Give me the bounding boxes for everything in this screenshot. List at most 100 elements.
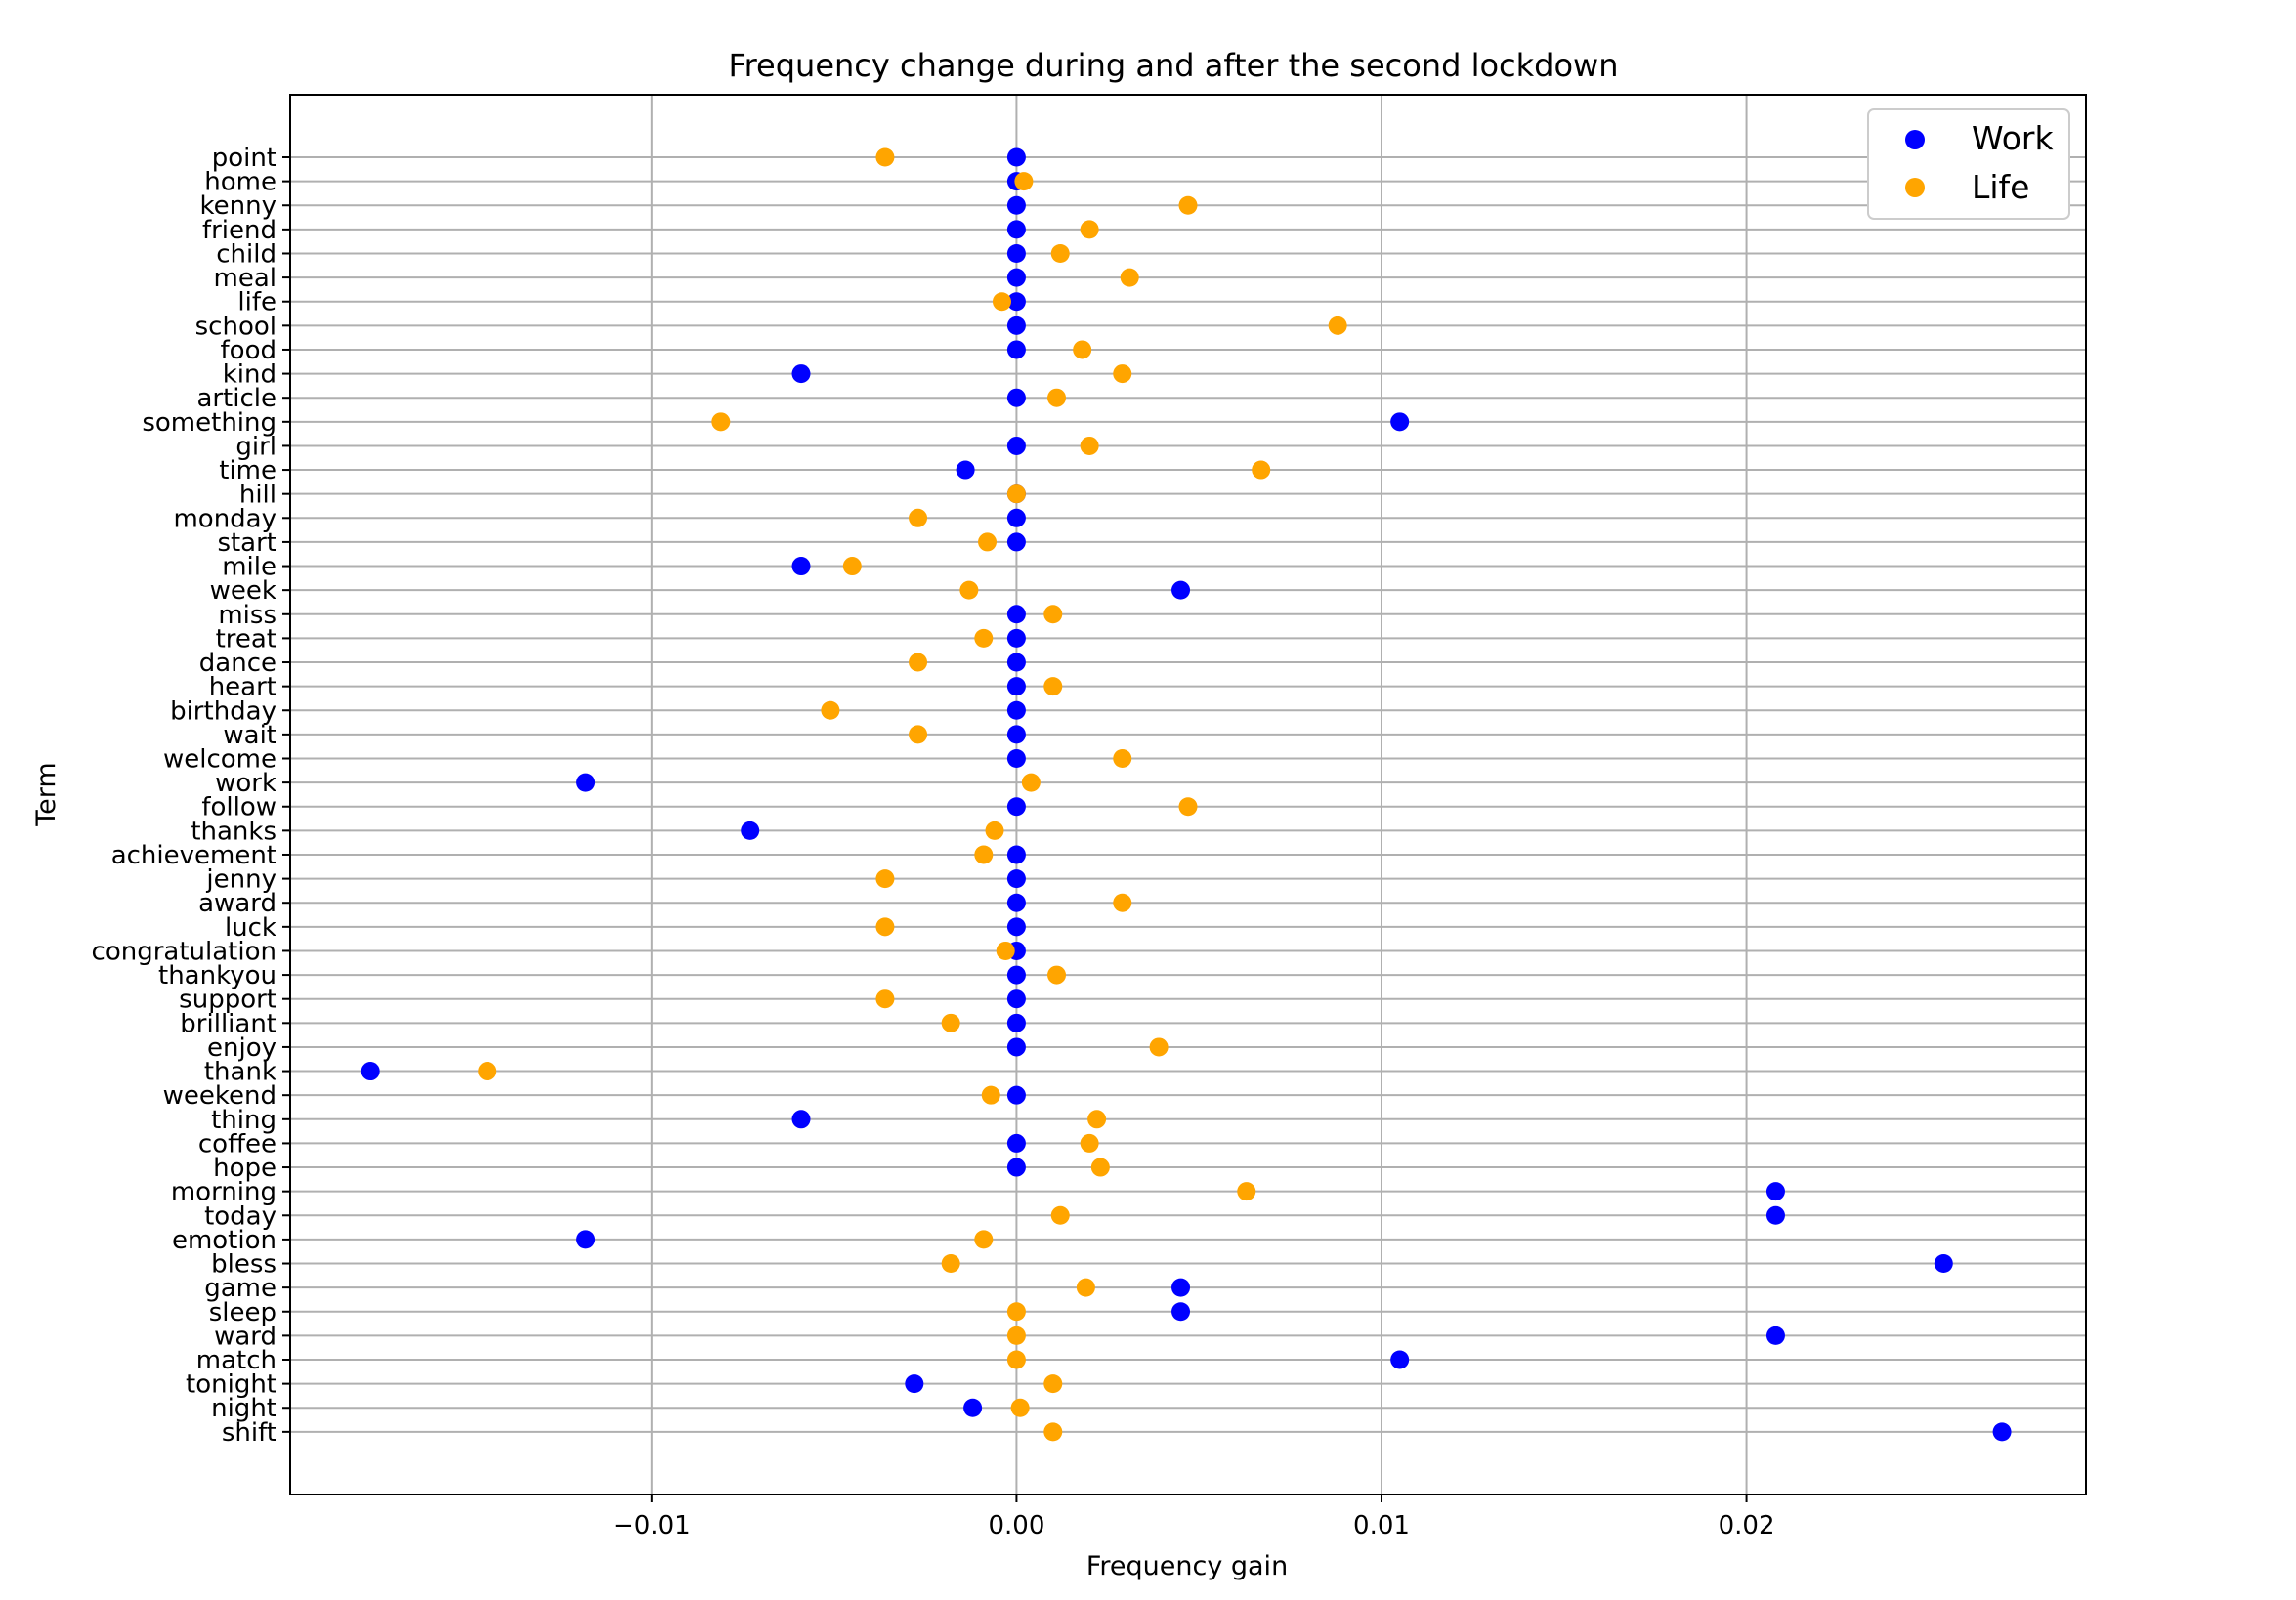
y-tick-label: article (196, 384, 276, 413)
y-tick-label: coffee (198, 1129, 276, 1158)
point-work-wait (1006, 725, 1026, 744)
point-work-school (1006, 316, 1026, 335)
point-work-thank (361, 1062, 380, 1081)
y-tick-label: congratulation (92, 937, 276, 966)
point-work-kenny (1006, 195, 1026, 215)
y-tick-label: award (198, 889, 276, 918)
point-work-child (1006, 243, 1026, 263)
point-work-ward (1765, 1326, 1785, 1345)
point-life-dance (909, 653, 928, 672)
y-tick-label: week (210, 576, 276, 606)
chart-title: Frequency change during and after the se… (729, 47, 1619, 84)
y-tick-label: something (142, 408, 276, 438)
point-life-match (1006, 1350, 1026, 1369)
point-life-game (1076, 1278, 1095, 1297)
y-tick-label: thing (211, 1106, 276, 1135)
point-life-brilliant (941, 1013, 960, 1032)
point-life-ward (1006, 1326, 1026, 1345)
point-life-follow (1178, 797, 1198, 817)
point-life-life (992, 292, 1011, 312)
y-tick-label: food (221, 336, 276, 365)
point-work-weekend (1006, 1085, 1026, 1105)
point-work-miss (1006, 605, 1026, 624)
point-life-hope (1090, 1158, 1110, 1177)
point-life-thanks (985, 821, 1004, 840)
point-work-article (1006, 388, 1026, 407)
point-work-kind (791, 364, 811, 384)
point-work-night (963, 1398, 983, 1417)
x-tick-label: −0.01 (613, 1511, 691, 1540)
point-life-thankyou (1047, 965, 1067, 985)
point-life-work (1021, 773, 1041, 792)
point-life-kind (1113, 364, 1132, 384)
point-work-achievement (1006, 845, 1026, 864)
y-tick-label: hill (239, 481, 276, 510)
point-work-monday (1006, 508, 1026, 527)
y-tick-label: ward (214, 1322, 276, 1351)
point-life-jenny (875, 869, 895, 889)
point-work-morning (1765, 1182, 1785, 1201)
y-tick-label: meal (214, 264, 276, 293)
y-tick-label: emotion (172, 1226, 276, 1255)
y-tick-label: heart (209, 673, 276, 702)
point-life-congratulation (996, 941, 1015, 960)
y-tick-label: birthday (170, 696, 276, 726)
y-tick-label: jenny (205, 865, 276, 895)
point-life-something (711, 412, 731, 432)
y-tick-label: today (204, 1201, 276, 1231)
x-tick-label: 0.01 (1353, 1511, 1410, 1540)
point-life-today (1050, 1205, 1070, 1225)
point-life-home (1014, 172, 1034, 191)
legend: Work Life (1867, 108, 2070, 220)
point-life-award (1113, 893, 1132, 912)
point-work-jenny (1006, 869, 1026, 889)
point-work-enjoy (1006, 1037, 1026, 1057)
x-axis-label: Frequency gain (1086, 1551, 1288, 1581)
point-work-meal (1006, 268, 1026, 287)
y-tick-label: thankyou (158, 961, 276, 990)
point-life-emotion (974, 1230, 994, 1249)
point-work-treat (1006, 628, 1026, 648)
y-tick-label: morning (171, 1178, 276, 1207)
legend-label-work: Work (1972, 119, 2054, 157)
point-work-friend (1006, 220, 1026, 239)
y-tick-label: monday (173, 504, 276, 533)
point-work-sleep (1171, 1302, 1191, 1322)
point-work-luck (1006, 917, 1026, 937)
point-life-bless (941, 1254, 960, 1274)
point-work-bless (1934, 1254, 1953, 1274)
y-tick-label: tonight (186, 1370, 276, 1400)
point-work-start (1006, 532, 1026, 552)
point-work-food (1006, 340, 1026, 359)
point-work-follow (1006, 797, 1026, 817)
point-work-thankyou (1006, 965, 1026, 985)
point-work-welcome (1006, 749, 1026, 768)
y-tick-label: treat (216, 624, 276, 653)
point-life-shift (1043, 1422, 1063, 1442)
point-life-thing (1087, 1110, 1107, 1129)
y-tick-label: dance (199, 649, 276, 678)
legend-marker-life (1905, 178, 1925, 197)
y-tick-label: home (204, 168, 276, 197)
point-work-emotion (576, 1230, 596, 1249)
point-life-meal (1120, 268, 1139, 287)
point-life-welcome (1113, 749, 1132, 768)
y-tick-label: point (212, 144, 276, 173)
point-life-week (959, 580, 979, 600)
point-life-wait (909, 725, 928, 744)
point-life-monday (909, 508, 928, 527)
point-life-thank (478, 1062, 497, 1081)
point-work-coffee (1006, 1133, 1026, 1153)
point-work-girl (1006, 436, 1026, 455)
y-tick-label: shift (222, 1418, 276, 1448)
y-tick-label: weekend (163, 1081, 276, 1111)
point-work-life (1006, 292, 1026, 312)
point-work-thanks (741, 821, 760, 840)
y-tick-label: achievement (111, 841, 276, 870)
point-work-award (1006, 893, 1026, 912)
y-tick-label: support (179, 986, 276, 1015)
point-work-work (576, 773, 596, 792)
y-tick-label: game (204, 1274, 276, 1303)
point-life-child (1050, 243, 1070, 263)
